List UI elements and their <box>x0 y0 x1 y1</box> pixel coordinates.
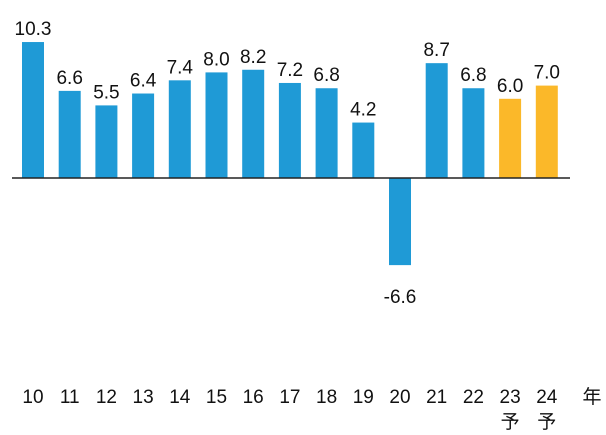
bar <box>95 105 118 178</box>
x-tick-label: 17 <box>279 387 301 408</box>
data-label: 4.2 <box>350 100 376 121</box>
bar <box>242 69 265 178</box>
bar <box>315 88 338 178</box>
x-axis-label: 年 <box>582 387 602 408</box>
x-tick-label: 24 予 <box>536 387 558 433</box>
data-label: 7.0 <box>534 63 560 84</box>
plot: 10.3 6.6 5.5 6.4 7.4 8.0 8.2 7.2 6.8 4.2 -6.6 8.7 6.… <box>12 19 570 308</box>
data-label: 6.6 <box>56 68 82 89</box>
x-tick-label: 23 予 <box>499 387 521 433</box>
x-tick-label: 18 <box>316 387 338 408</box>
bar <box>352 122 375 178</box>
data-label: 8.0 <box>203 49 229 70</box>
bar <box>389 178 411 266</box>
bar <box>278 82 301 178</box>
data-label: 6.0 <box>497 76 523 97</box>
x-tick-label: 14 <box>169 387 191 408</box>
bar <box>462 88 485 178</box>
x-tick-label: 11 <box>59 387 80 408</box>
x-tick-label: 13 <box>132 387 154 408</box>
x-tick-label: 21 <box>426 387 448 408</box>
data-label: 6.8 <box>460 65 486 86</box>
data-label: 10.3 <box>15 19 52 40</box>
bar <box>499 98 522 178</box>
bar <box>58 90 81 178</box>
bar <box>22 42 44 178</box>
data-label: 6.8 <box>313 65 339 86</box>
x-tick-label: 20 <box>389 387 411 408</box>
x-tick-label: 16 <box>242 387 264 408</box>
x-tick-label: 22 <box>462 387 484 408</box>
data-label: 8.2 <box>240 47 266 68</box>
x-tick-label: 19 <box>352 387 374 408</box>
data-label: -6.6 <box>384 287 417 308</box>
data-label: 8.7 <box>423 40 449 61</box>
data-label: 5.5 <box>93 82 119 103</box>
x-tick-label: 12 <box>95 387 117 408</box>
bar <box>132 93 155 178</box>
data-label: 7.4 <box>167 57 194 78</box>
bar <box>168 80 191 178</box>
x-tick-label: 15 <box>205 387 228 408</box>
bar <box>425 63 448 178</box>
x-tick-label: 10 <box>22 387 44 408</box>
bar <box>205 72 228 178</box>
data-label: 7.2 <box>277 60 303 81</box>
data-label: 6.4 <box>130 71 157 92</box>
bar <box>535 85 558 178</box>
